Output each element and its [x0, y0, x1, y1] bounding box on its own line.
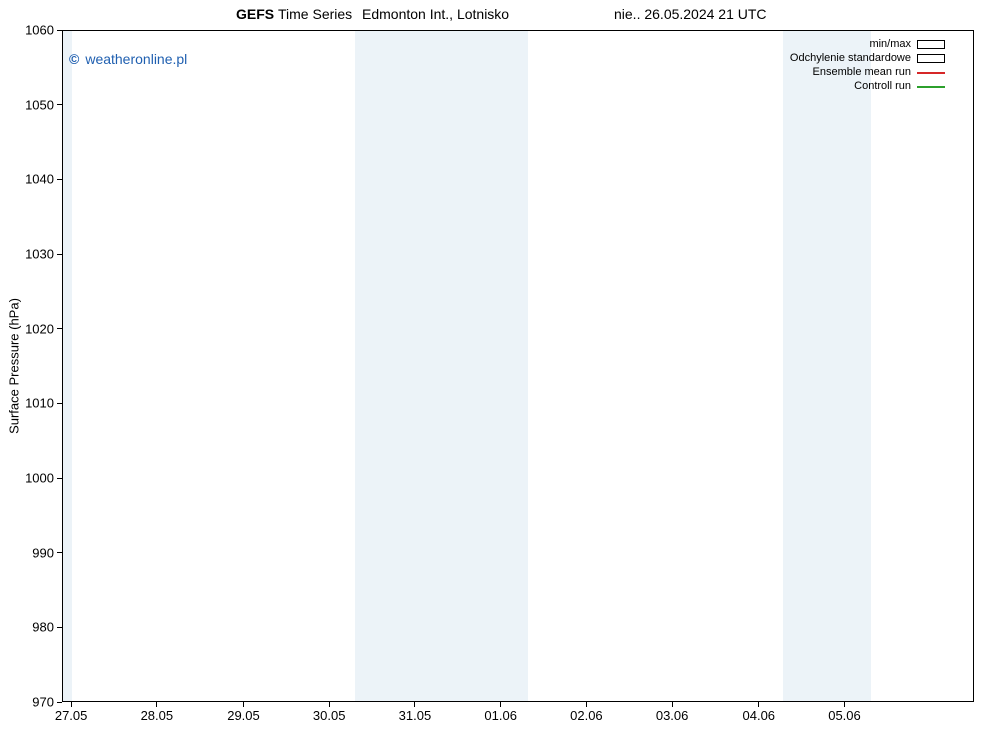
x-tick-mark [71, 702, 72, 707]
y-tick-label: 1060 [25, 23, 54, 38]
y-tick-label: 1040 [25, 172, 54, 187]
y-tick-mark [57, 254, 62, 255]
y-tick-label: 1050 [25, 97, 54, 112]
chart-title-segment: GEFS [236, 6, 274, 22]
y-tick-label: 1020 [25, 321, 54, 336]
legend-item-control-run: Controll run [790, 79, 945, 93]
legend-label: Ensemble mean run [813, 65, 911, 79]
watermark-text: weatheronline.pl [85, 51, 187, 67]
x-tick-mark [243, 702, 244, 707]
plot-area: © weatheronline.pl min/maxOdchylenie sta… [62, 30, 974, 702]
x-tick-mark [414, 702, 415, 707]
y-tick-label: 1030 [25, 247, 54, 262]
y-axis-label: Surface Pressure (hPa) [7, 298, 22, 434]
x-tick-mark [156, 702, 157, 707]
y-tick-label: 980 [32, 620, 54, 635]
y-tick-mark [57, 627, 62, 628]
x-tick-mark [586, 702, 587, 707]
x-tick-mark [758, 702, 759, 707]
x-tick-label: 31.05 [399, 708, 432, 723]
y-tick-mark [57, 104, 62, 105]
y-tick-mark [57, 702, 62, 703]
shaded-band [355, 31, 528, 701]
legend-label: Controll run [854, 79, 911, 93]
x-tick-label: 02.06 [570, 708, 603, 723]
x-tick-label: 30.05 [313, 708, 346, 723]
x-tick-label: 27.05 [55, 708, 88, 723]
legend-item-min/max: min/max [790, 37, 945, 51]
legend-swatch-icon [917, 54, 945, 63]
x-tick-mark [844, 702, 845, 707]
y-tick-label: 1010 [25, 396, 54, 411]
y-tick-mark [57, 403, 62, 404]
watermark-copyright-icon: © [69, 51, 79, 67]
x-tick-mark [329, 702, 330, 707]
legend-label: Odchylenie standardowe [790, 51, 911, 65]
y-tick-mark [57, 552, 62, 553]
y-tick-mark [57, 179, 62, 180]
chart-legend: min/maxOdchylenie standardoweEnsemble me… [790, 37, 945, 93]
x-tick-label: 05.06 [828, 708, 861, 723]
shaded-band [783, 31, 871, 701]
x-tick-label: 01.06 [484, 708, 517, 723]
watermark-logo: © weatheronline.pl [69, 51, 187, 67]
chart-title-segment: nie.. 26.05.2024 21 UTC [614, 6, 767, 22]
y-tick-label: 1000 [25, 471, 54, 486]
y-tick-label: 970 [32, 695, 54, 710]
legend-swatch-icon [917, 80, 945, 92]
y-tick-mark [57, 328, 62, 329]
x-tick-mark [672, 702, 673, 707]
legend-item-ensemble-mean-run: Ensemble mean run [790, 65, 945, 79]
pressure-chart: GEFSTime Series Edmonton Int., Lotnisko ni… [0, 0, 1000, 733]
y-tick-mark [57, 30, 62, 31]
legend-swatch-icon [917, 40, 945, 49]
y-tick-label: 990 [32, 545, 54, 560]
shaded-band [63, 31, 72, 701]
x-tick-label: 04.06 [742, 708, 775, 723]
chart-title-segment: Time Series [278, 6, 352, 22]
legend-swatch-icon [917, 66, 945, 78]
chart-title-segment: Edmonton Int., Lotnisko [362, 6, 509, 22]
legend-item-std-dev: Odchylenie standardowe [790, 51, 945, 65]
y-tick-mark [57, 478, 62, 479]
x-tick-mark [500, 702, 501, 707]
x-tick-label: 03.06 [656, 708, 689, 723]
legend-label: min/max [869, 37, 911, 51]
x-tick-label: 29.05 [227, 708, 260, 723]
x-tick-label: 28.05 [141, 708, 174, 723]
